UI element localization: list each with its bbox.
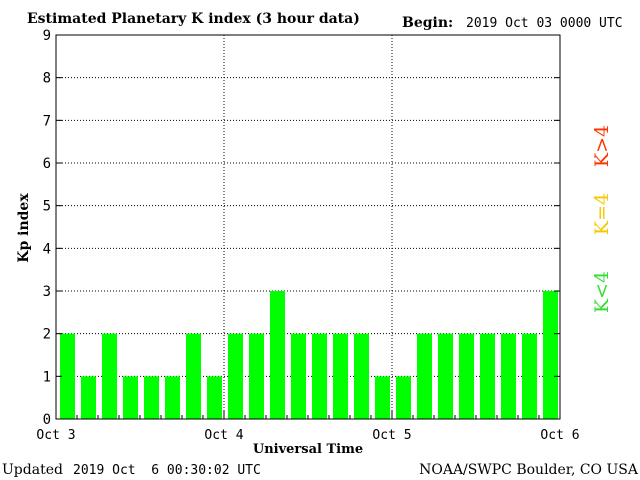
begin-label: Begin:: [402, 15, 453, 31]
y-tick-label: 8: [43, 71, 51, 87]
bar: [480, 333, 495, 419]
y-tick-label: 2: [43, 327, 51, 343]
bars: [60, 291, 558, 419]
bar: [312, 333, 327, 419]
bar: [375, 376, 390, 419]
bar: [522, 333, 537, 419]
y-tick-label: 9: [43, 28, 51, 44]
bar: [123, 376, 138, 419]
begin-value: 2019 Oct 03 0000 UTC: [466, 16, 623, 31]
bar: [144, 376, 159, 419]
bar: [417, 333, 432, 419]
y-tick-label: 3: [43, 284, 51, 300]
y-tick-label: 0: [43, 412, 51, 428]
bar: [438, 333, 453, 419]
y-axis-label: Kp index: [16, 193, 32, 263]
y-tick-label: 5: [43, 199, 51, 215]
bar: [102, 333, 117, 419]
updated-value: 2019 Oct 6 00:30:02 UTC: [73, 463, 261, 478]
grid-lines: [56, 35, 560, 419]
bar: [60, 333, 75, 419]
bar: [354, 333, 369, 419]
bar: [186, 333, 201, 419]
bar: [501, 333, 516, 419]
bar: [459, 333, 474, 419]
bar: [543, 291, 558, 419]
x-axis-label: Universal Time: [253, 442, 363, 457]
source-credit: NOAA/SWPC Boulder, CO USA: [419, 462, 639, 478]
x-tick-label: Oct 3: [36, 428, 75, 443]
x-tick-label: Oct 5: [372, 428, 411, 443]
bar: [291, 333, 306, 419]
bar: [249, 333, 264, 419]
x-tick-label: Oct 4: [204, 428, 243, 443]
legend-entry: K=4: [591, 193, 613, 235]
bar: [165, 376, 180, 419]
bar: [81, 376, 96, 419]
bar: [396, 376, 411, 419]
bar: [333, 333, 348, 419]
bar: [228, 333, 243, 419]
bar: [207, 376, 222, 419]
x-ticks: Oct 3 Oct 4 Oct 5 Oct 6: [36, 410, 580, 443]
y-tick-label: 6: [43, 156, 51, 172]
legend-entry: K<4: [591, 271, 613, 313]
chart-title: Estimated Planetary K index (3 hour data…: [27, 11, 360, 27]
legend: K<4 K=4 K>4: [591, 125, 613, 313]
x-tick-label: Oct 6: [540, 428, 579, 443]
y-ticks: 0 1 2 3 4 5 6 7 8 9: [43, 28, 560, 428]
y-tick-label: 1: [43, 369, 51, 385]
bar: [270, 291, 285, 419]
y-tick-label: 7: [43, 113, 51, 129]
y-tick-label: 4: [43, 241, 51, 257]
updated-label: Updated: [2, 462, 63, 478]
legend-entry: K>4: [591, 125, 613, 167]
